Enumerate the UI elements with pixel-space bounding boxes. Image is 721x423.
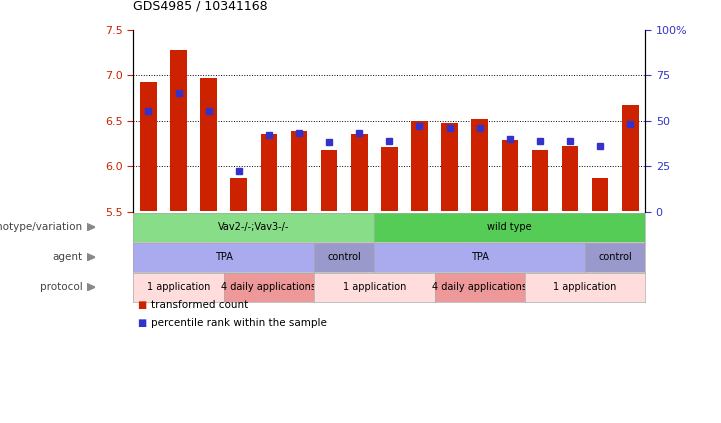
Bar xyxy=(411,121,428,212)
Text: ■: ■ xyxy=(137,300,146,310)
Text: 1 application: 1 application xyxy=(342,282,406,292)
Text: percentile rank within the sample: percentile rank within the sample xyxy=(151,318,327,328)
Text: ■: ■ xyxy=(137,318,146,328)
Bar xyxy=(381,147,397,212)
Polygon shape xyxy=(87,253,95,261)
Text: TPA: TPA xyxy=(471,252,489,262)
Bar xyxy=(441,123,458,212)
Text: genotype/variation: genotype/variation xyxy=(0,222,83,232)
Text: wild type: wild type xyxy=(487,222,532,232)
Text: 1 application: 1 application xyxy=(554,282,616,292)
Bar xyxy=(170,49,187,212)
Bar xyxy=(622,105,639,212)
Text: 4 daily applications: 4 daily applications xyxy=(221,282,317,292)
Bar xyxy=(592,178,609,212)
Text: agent: agent xyxy=(53,252,83,262)
Bar xyxy=(231,178,247,212)
Text: control: control xyxy=(327,252,361,262)
Bar xyxy=(291,132,307,212)
Bar xyxy=(351,134,368,212)
Polygon shape xyxy=(87,283,95,291)
Text: transformed count: transformed count xyxy=(151,300,249,310)
Bar xyxy=(562,146,578,212)
Bar xyxy=(200,78,217,212)
Text: GDS4985 / 10341168: GDS4985 / 10341168 xyxy=(133,0,268,13)
Bar xyxy=(321,150,337,212)
Text: 4 daily applications: 4 daily applications xyxy=(432,282,527,292)
Text: TPA: TPA xyxy=(215,252,233,262)
Bar xyxy=(140,82,156,212)
Bar xyxy=(260,134,277,212)
Text: Vav2-/-;Vav3-/-: Vav2-/-;Vav3-/- xyxy=(218,222,290,232)
Bar xyxy=(531,150,548,212)
Polygon shape xyxy=(87,223,95,231)
Text: 1 application: 1 application xyxy=(147,282,211,292)
Bar xyxy=(472,119,488,212)
Text: protocol: protocol xyxy=(40,282,83,292)
Bar xyxy=(502,140,518,212)
Text: control: control xyxy=(598,252,632,262)
